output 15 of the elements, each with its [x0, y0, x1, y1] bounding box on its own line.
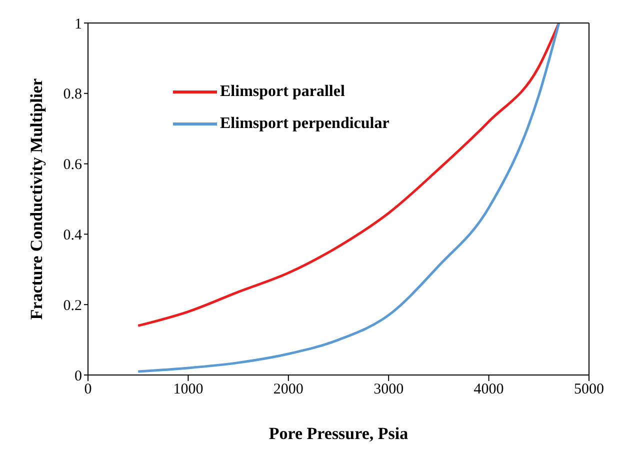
y-tick-label: 0 — [74, 368, 82, 384]
y-tick-label: 0.4 — [63, 228, 82, 244]
y-tick-label: 1 — [74, 16, 82, 32]
y-tick-label: 0.2 — [63, 298, 82, 314]
y-axis-title: Fracture Conductivity Multiplier — [27, 78, 46, 320]
legend-label: Elimsport perpendicular — [220, 115, 390, 133]
legend-label: Elimsport parallel — [220, 83, 345, 101]
x-tick-label: 1000 — [173, 382, 204, 398]
x-tick-label: 4000 — [474, 382, 504, 398]
x-tick-label: 2000 — [273, 382, 304, 398]
y-tick-label: 0.8 — [63, 86, 82, 103]
y-tick-label: 0.6 — [63, 157, 82, 174]
x-axis-title: Pore Pressure, Psia — [268, 424, 409, 443]
x-tick-label: 3000 — [374, 382, 404, 398]
x-tick-label: 5000 — [574, 382, 604, 398]
